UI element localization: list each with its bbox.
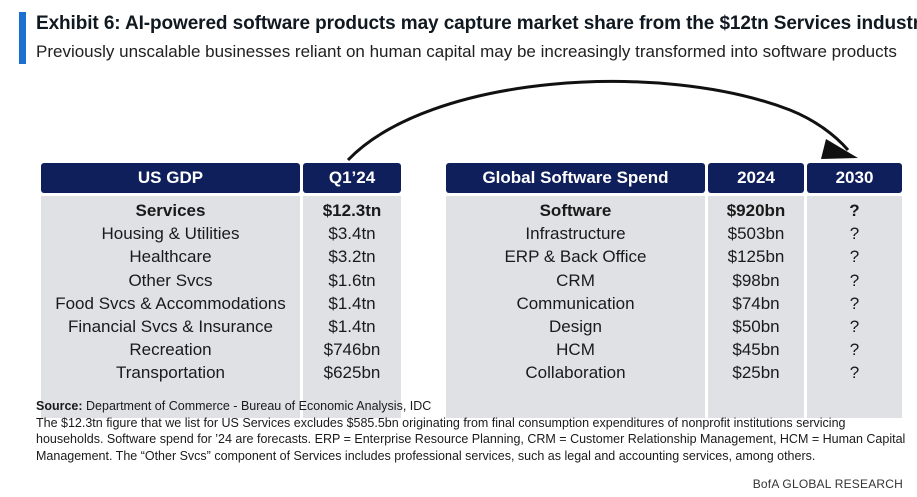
software-row-2030-value: ? <box>849 224 860 244</box>
gdp-row-value: $1.4tn <box>328 293 376 313</box>
software-row-label: CRM <box>556 270 595 290</box>
software-2024-column <box>708 196 804 418</box>
gdp-row-value: $1.6tn <box>328 270 376 290</box>
software-row-2024-value: $98bn <box>732 270 780 290</box>
gdp-row-value: $12.3tn <box>322 201 382 220</box>
software-row-2024-value: $50bn <box>732 317 780 336</box>
software-row-2030-value: ? <box>849 201 860 220</box>
gdp-row-value: $625bn <box>323 363 381 383</box>
header-global-software-spend: Global Software Spend <box>446 163 705 193</box>
software-row-2024-value: $503bn <box>727 224 785 244</box>
exhibit-title: Exhibit 6: AI-powered software products … <box>36 13 917 34</box>
arrow-curve <box>346 79 850 162</box>
software-row-2024-value: $45bn <box>732 340 780 360</box>
software-row-label: Infrastructure <box>525 224 626 244</box>
title-accent-bar <box>19 12 26 64</box>
gdp-row-value: $3.2tn <box>328 247 376 267</box>
gdp-label-column <box>41 196 300 418</box>
footnote-text: The $12.3tn figure that we list for US S… <box>36 415 906 463</box>
brand-label: BofA GLOBAL RESEARCH <box>752 477 903 491</box>
header-2030: 2030 <box>807 163 902 193</box>
gdp-row-label: Recreation <box>129 340 212 360</box>
header-q1-24: Q1’24 <box>303 163 401 193</box>
software-row-label: Software <box>539 201 612 220</box>
source-text: Department of Commerce - Bureau of Econo… <box>86 399 432 413</box>
source-label: Source: <box>36 399 83 413</box>
software-row-label: Design <box>549 317 602 336</box>
software-row-label: Communication <box>516 293 635 313</box>
software-row-label: HCM <box>556 340 595 360</box>
exhibit-subtitle: Previously unscalable businesses reliant… <box>36 42 897 61</box>
source-note: Source: Department of Commerce - Bureau … <box>36 398 906 464</box>
header-2024: 2024 <box>708 163 804 193</box>
gdp-row-label: Housing & Utilities <box>101 224 240 244</box>
software-2030-column <box>807 196 902 418</box>
software-row-2030-value: ? <box>849 293 860 313</box>
software-row-2024-value: $920bn <box>726 201 786 220</box>
gdp-row-label: Other Svcs <box>128 270 213 290</box>
software-row-2024-value: $125bn <box>727 247 785 267</box>
gdp-row-label: Food Svcs & Accommodations <box>55 293 286 313</box>
software-row-2030-value: ? <box>849 270 860 290</box>
gdp-row-value: $3.4tn <box>328 224 376 244</box>
gdp-row-label: Services <box>135 201 206 220</box>
arrow-head <box>821 139 858 159</box>
software-row-label: Collaboration <box>525 363 626 383</box>
software-row-2030-value: ? <box>849 340 860 360</box>
gdp-row-label: Financial Svcs & Insurance <box>67 317 274 336</box>
gdp-value-column <box>303 196 401 418</box>
software-row-label: ERP & Back Office <box>504 247 647 267</box>
software-row-2030-value: ? <box>849 363 860 383</box>
software-row-2030-value: ? <box>849 317 860 336</box>
header-us-gdp: US GDP <box>41 163 300 193</box>
gdp-row-value: $1.4tn <box>328 317 376 336</box>
software-row-2024-value: $25bn <box>732 363 780 383</box>
gdp-row-label: Healthcare <box>129 247 212 267</box>
software-row-2030-value: ? <box>849 247 860 267</box>
gdp-row-label: Transportation <box>116 363 225 383</box>
gdp-row-value: $746bn <box>323 340 381 360</box>
software-label-column <box>446 196 705 418</box>
software-row-2024-value: $74bn <box>732 293 780 313</box>
